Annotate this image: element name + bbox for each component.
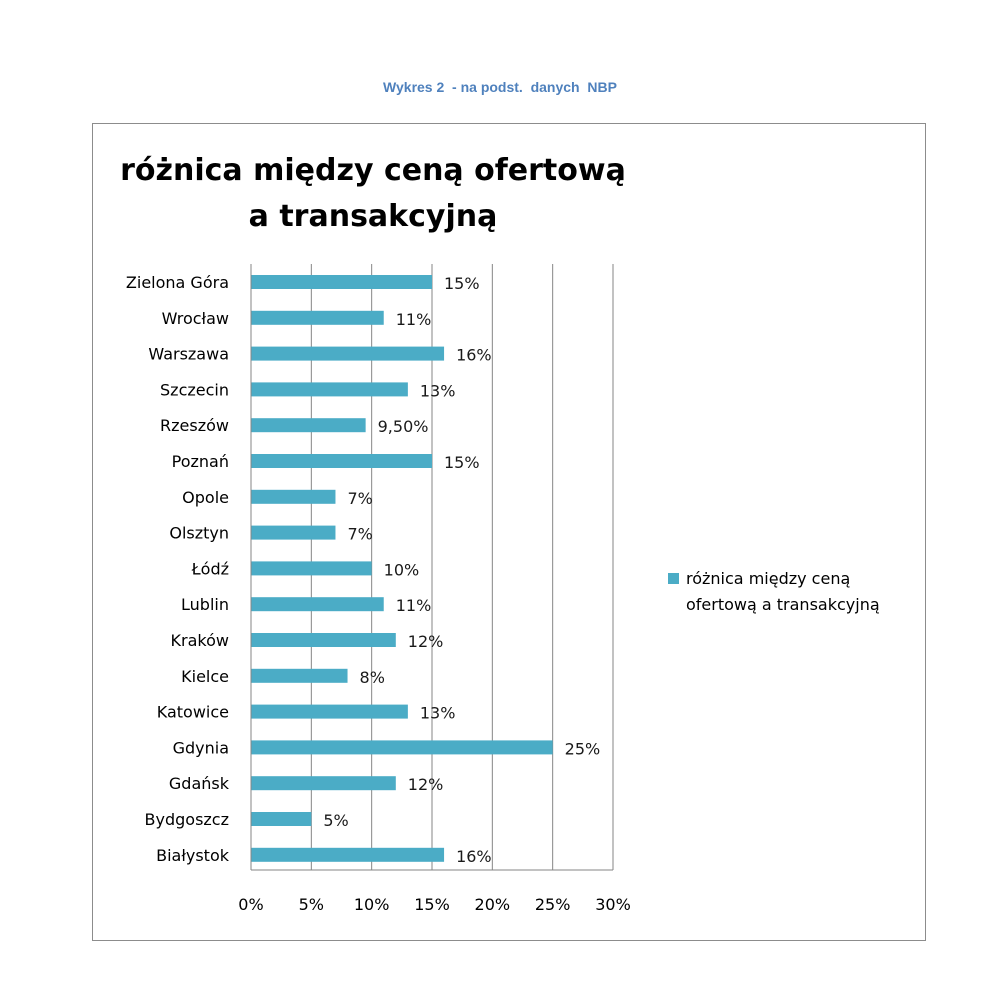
category-label: Opole bbox=[182, 488, 229, 507]
bar bbox=[251, 776, 396, 791]
bar bbox=[251, 704, 408, 719]
bar bbox=[251, 668, 348, 683]
category-label: Bydgoszcz bbox=[145, 810, 229, 829]
data-label: 9,50% bbox=[378, 417, 429, 436]
bar bbox=[251, 382, 408, 397]
data-label: 13% bbox=[420, 381, 456, 400]
data-label: 7% bbox=[347, 489, 372, 508]
bar bbox=[251, 597, 384, 612]
x-tick-label: 15% bbox=[414, 895, 450, 914]
figure-caption: Wykres 2 - na podst. danych NBP bbox=[383, 79, 617, 95]
data-label: 7% bbox=[347, 525, 372, 544]
data-label: 12% bbox=[408, 775, 444, 794]
category-label: Olsztyn bbox=[169, 524, 229, 543]
category-label: Gdynia bbox=[173, 738, 229, 757]
bar bbox=[251, 525, 336, 540]
bar bbox=[251, 633, 396, 647]
data-label: 15% bbox=[444, 453, 480, 472]
category-label: Lublin bbox=[181, 595, 229, 614]
chart-area bbox=[92, 123, 926, 941]
data-label: 12% bbox=[408, 632, 444, 651]
data-label: 11% bbox=[396, 310, 432, 329]
bar bbox=[251, 310, 384, 325]
bar bbox=[251, 275, 432, 289]
bar bbox=[251, 346, 445, 361]
category-label: Poznań bbox=[172, 452, 229, 471]
category-label: Łódź bbox=[191, 559, 229, 578]
category-label: Zielona Góra bbox=[126, 273, 229, 292]
data-label: 10% bbox=[384, 560, 420, 579]
legend: różnica między ceną ofertową a transakcy… bbox=[668, 566, 918, 618]
x-tick-label: 5% bbox=[299, 895, 324, 914]
bar bbox=[251, 418, 366, 433]
category-label: Wrocław bbox=[162, 309, 229, 328]
bars bbox=[251, 275, 553, 862]
legend-label: różnica między ceną ofertową a transakcy… bbox=[686, 569, 880, 614]
data-label: 5% bbox=[323, 811, 348, 830]
category-label: Warszawa bbox=[148, 345, 229, 364]
x-tick-label: 20% bbox=[475, 895, 511, 914]
category-label: Gdańsk bbox=[169, 774, 230, 793]
bar bbox=[251, 561, 372, 576]
category-label: Białystok bbox=[156, 846, 230, 865]
category-label: Kraków bbox=[171, 631, 229, 650]
category-label: Szczecin bbox=[160, 380, 229, 399]
bar bbox=[251, 740, 553, 755]
x-tick-label: 25% bbox=[535, 895, 571, 914]
x-tick-label: 0% bbox=[238, 895, 263, 914]
category-label: Katowice bbox=[157, 703, 229, 722]
data-label: 11% bbox=[396, 596, 432, 615]
data-label: 25% bbox=[565, 739, 601, 758]
labels: 0% 5% 10% 15% 20% 25% 30% Zielona Góra 15% Wrocła… bbox=[126, 273, 631, 914]
chart-title: różnica między ceną ofertową a transakcy… bbox=[120, 153, 626, 234]
category-label: Rzeszów bbox=[160, 416, 229, 435]
bar bbox=[251, 454, 432, 468]
data-label: 13% bbox=[420, 704, 456, 723]
bar bbox=[251, 847, 445, 862]
x-tick-label: 30% bbox=[595, 895, 631, 914]
axes bbox=[250, 264, 613, 871]
data-label: 16% bbox=[456, 847, 492, 866]
data-label: 15% bbox=[444, 274, 480, 293]
data-label: 8% bbox=[360, 668, 385, 687]
x-tick-label: 10% bbox=[354, 895, 390, 914]
category-label: Kielce bbox=[181, 667, 229, 686]
bar bbox=[251, 489, 336, 504]
gridlines bbox=[310, 264, 614, 870]
legend-swatch bbox=[668, 573, 679, 584]
bar bbox=[251, 812, 312, 826]
data-label: 16% bbox=[456, 346, 492, 365]
